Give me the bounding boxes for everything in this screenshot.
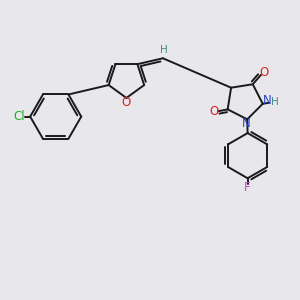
Text: H: H bbox=[160, 45, 168, 56]
Text: O: O bbox=[260, 66, 269, 80]
Text: N: N bbox=[242, 117, 251, 130]
Text: F: F bbox=[244, 181, 251, 194]
Text: H: H bbox=[271, 98, 278, 107]
Text: O: O bbox=[210, 105, 219, 118]
Text: Cl: Cl bbox=[13, 110, 25, 123]
Text: N: N bbox=[263, 94, 272, 107]
Text: O: O bbox=[122, 96, 131, 109]
